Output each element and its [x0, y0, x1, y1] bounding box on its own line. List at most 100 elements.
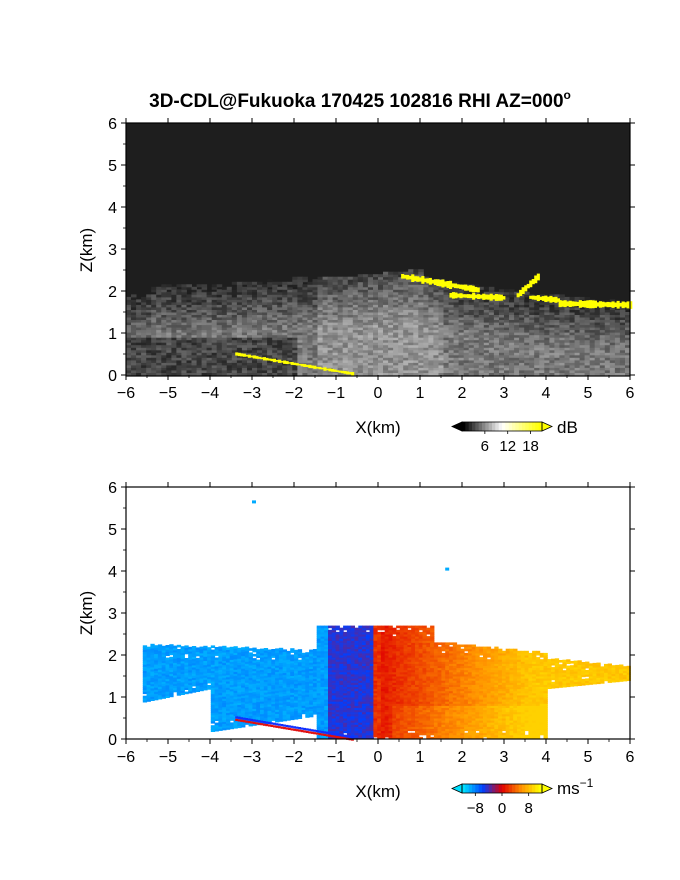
intensity-cell: [524, 309, 530, 313]
intensity-cell: [554, 342, 560, 346]
intensity-cell: [367, 279, 374, 283]
velocity-cell: [146, 669, 151, 673]
intensity-cell: [373, 307, 379, 310]
intensity-cell: [478, 334, 485, 338]
intensity-cell: [151, 337, 157, 341]
velocity-cell: [241, 712, 246, 715]
intensity-cell: [141, 370, 147, 373]
intensity-cell: [433, 301, 439, 305]
strong-echo-cell: [588, 300, 592, 309]
velocity-cell: [173, 670, 178, 674]
intensity-cell: [514, 312, 520, 315]
intensity-cell: [388, 286, 394, 290]
velocity-cell: [229, 682, 234, 686]
intensity-cell: [367, 314, 374, 318]
intensity-cell: [448, 299, 455, 303]
intensity-cell: [312, 337, 318, 341]
intensity-cell: [362, 362, 369, 366]
velocity-cell: [142, 699, 148, 703]
velocity-cell: [263, 656, 269, 659]
intensity-cell: [211, 329, 218, 333]
intensity-cell: [458, 334, 465, 338]
intensity-cell: [609, 327, 616, 331]
intensity-cell: [428, 352, 434, 356]
velocity-cell: [169, 673, 174, 677]
intensity-cell: [524, 299, 530, 303]
intensity-cell: [312, 296, 318, 300]
intensity-cell: [499, 372, 505, 376]
intensity-cell: [126, 329, 132, 333]
intensity-cell: [418, 349, 424, 353]
velocity-cell: [180, 654, 185, 658]
intensity-cell: [569, 319, 575, 323]
intensity-cell: [181, 309, 187, 313]
intensity-cell: [574, 337, 581, 341]
intensity-cell: [231, 354, 238, 358]
intensity-cell: [403, 370, 409, 373]
intensity-cell: [337, 279, 344, 283]
intensity-cell: [493, 344, 500, 348]
intensity-cell: [388, 304, 394, 308]
intensity-cell: [272, 294, 278, 298]
intensity-cell: [443, 357, 449, 361]
velocity-cell: [229, 680, 234, 683]
intensity-cell: [171, 364, 177, 368]
velocity-cell: [188, 672, 193, 675]
intensity-cell: [226, 352, 233, 356]
intensity-cell: [327, 349, 334, 353]
intensity-cell: [262, 322, 268, 326]
intensity-cell: [307, 372, 313, 376]
velocity-cell: [180, 667, 185, 670]
intensity-cell: [373, 349, 379, 353]
intensity-cell: [549, 301, 555, 305]
intensity-cell: [378, 299, 384, 303]
intensity-cell: [241, 322, 248, 326]
velocity-cell: [142, 676, 148, 680]
velocity-cell: [222, 710, 227, 714]
intensity-cell: [478, 307, 485, 310]
velocity-cell: [154, 676, 159, 680]
intensity-cell: [579, 296, 586, 300]
intensity-cell: [146, 352, 152, 356]
velocity-cell: [184, 645, 189, 648]
intensity-cell: [146, 359, 152, 363]
intensity-cell: [206, 332, 213, 336]
intensity-cell: [136, 337, 142, 341]
velocity-cell: [237, 658, 242, 661]
intensity-cell: [307, 362, 313, 366]
intensity-cell: [504, 294, 510, 298]
velocity-cell: [169, 692, 174, 696]
intensity-cell: [176, 339, 182, 343]
intensity-cell: [362, 301, 369, 305]
intensity-cell: [539, 304, 545, 308]
velocity-cell: [222, 689, 227, 693]
velocity-cell: [244, 690, 250, 694]
intensity-cell: [181, 339, 187, 343]
velocity-cell: [176, 653, 182, 656]
intensity-cell: [126, 334, 132, 338]
intensity-cell: [509, 317, 515, 320]
intensity-cell: [589, 339, 596, 343]
intensity-cell: [388, 372, 394, 376]
intensity-cell: [247, 332, 253, 336]
velocity-cell: [267, 695, 272, 699]
intensity-cell: [292, 359, 298, 363]
intensity-cell: [362, 342, 369, 346]
velocity-cell: [271, 651, 276, 654]
strong-echo-cell: [598, 301, 602, 308]
intensity-cell: [584, 319, 591, 323]
intensity-cell: [579, 334, 586, 338]
intensity-cell: [176, 337, 182, 341]
intensity-cell: [191, 332, 197, 336]
velocity-cell: [244, 705, 250, 708]
intensity-cell: [534, 324, 540, 328]
intensity-cell: [599, 312, 606, 315]
intensity-cell: [267, 339, 273, 343]
intensity-cell: [171, 342, 177, 346]
velocity-cell: [267, 704, 272, 707]
intensity-cell: [357, 319, 364, 323]
intensity-cell: [519, 349, 525, 353]
velocity-cell: [260, 673, 265, 677]
intensity-cell: [574, 372, 581, 376]
intensity-cell: [181, 337, 187, 341]
